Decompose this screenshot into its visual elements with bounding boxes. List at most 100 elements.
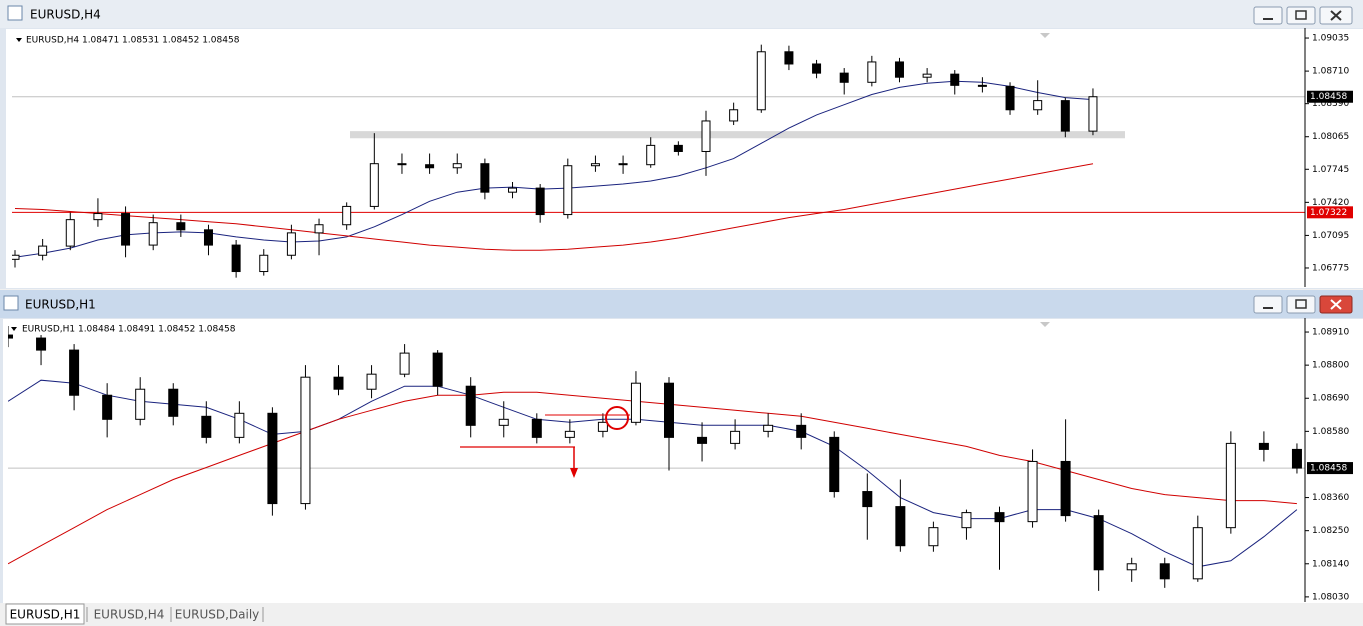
candle-body xyxy=(397,163,407,166)
y-tick-label: 1.07745 xyxy=(1312,165,1349,175)
menu-triangle xyxy=(11,327,17,331)
candle-body xyxy=(646,144,656,166)
window-buttons[interactable] xyxy=(1253,6,1353,25)
title-bar xyxy=(0,0,1363,28)
candle-body xyxy=(300,376,311,505)
candle-body xyxy=(1258,442,1269,450)
tab[interactable] xyxy=(90,604,168,624)
y-tick-label: 1.08690 xyxy=(1312,394,1349,404)
plot xyxy=(8,326,1305,591)
tab-label[interactable]: EURUSD,H4 xyxy=(94,608,165,622)
candle-body xyxy=(895,506,906,547)
candle-body xyxy=(763,424,774,432)
menu-triangle xyxy=(16,38,22,42)
tab[interactable] xyxy=(5,603,85,625)
window-buttons[interactable] xyxy=(1253,295,1353,314)
candle-body xyxy=(1060,100,1070,132)
moving-average xyxy=(8,391,1297,565)
candle-body xyxy=(796,424,807,438)
drawing-objects xyxy=(460,406,630,478)
candle-body xyxy=(784,51,794,65)
minimize-button[interactable] xyxy=(1253,295,1283,314)
restore-button[interactable] xyxy=(1286,295,1316,314)
candle-body xyxy=(38,245,48,256)
candle-body xyxy=(121,213,131,246)
candle-body xyxy=(535,187,545,216)
candle-body xyxy=(922,73,932,78)
candle-body xyxy=(1088,96,1098,132)
shift-marker xyxy=(1040,322,1050,327)
tab[interactable] xyxy=(174,604,260,624)
y-tick-label: 1.08580 xyxy=(1312,427,1349,437)
tab-label[interactable]: EURUSD,H1 xyxy=(10,608,81,622)
candle-body xyxy=(369,163,379,207)
price-label-box xyxy=(1307,206,1353,219)
candle-body xyxy=(333,376,344,390)
candle-body xyxy=(508,187,518,193)
chart-area xyxy=(6,29,1363,288)
candle-body xyxy=(756,51,766,111)
candle-body xyxy=(168,388,179,417)
chart-area xyxy=(3,319,1363,603)
y-tick-label: 1.07420 xyxy=(1312,198,1349,208)
moving-average xyxy=(14,163,1094,251)
y-tick-label: 1.08250 xyxy=(1312,526,1349,536)
candle-body xyxy=(399,352,410,375)
plot xyxy=(12,44,1305,278)
candle-body xyxy=(12,254,20,260)
y-tick-label: 1.08910 xyxy=(1312,328,1349,338)
candle-body xyxy=(829,436,840,493)
candle-body xyxy=(729,109,739,122)
candle-body xyxy=(839,72,849,83)
candle-body xyxy=(231,244,241,273)
candle-body xyxy=(366,373,377,390)
candle-body xyxy=(630,382,641,423)
highlight-circle xyxy=(605,406,629,430)
candle-body xyxy=(8,334,13,339)
y-tick-label: 1.08065 xyxy=(1312,132,1349,142)
candle-body xyxy=(342,205,352,226)
candle-body xyxy=(1291,448,1302,469)
y-tick-label: 1.08030 xyxy=(1312,592,1349,602)
candle-body xyxy=(425,164,435,169)
window-icon xyxy=(7,5,23,21)
candle-body xyxy=(286,232,296,256)
restore-button[interactable] xyxy=(1286,6,1316,25)
candle-body xyxy=(563,165,573,216)
candle-body xyxy=(697,436,708,444)
price-label: 1.07322 xyxy=(1310,208,1347,218)
price-label: 1.08458 xyxy=(1310,464,1347,474)
candle-body xyxy=(1093,515,1104,571)
y-tick-label: 1.08360 xyxy=(1312,493,1349,503)
candle-body xyxy=(961,512,972,529)
candle-body xyxy=(65,219,75,247)
candle-body xyxy=(1159,563,1170,580)
window-icon xyxy=(3,295,19,311)
candle-body xyxy=(432,352,443,387)
candle-body xyxy=(701,120,711,152)
y-tick-label: 1.09035 xyxy=(1312,34,1349,44)
candle-body xyxy=(1126,563,1137,571)
candle-body xyxy=(1033,100,1043,111)
candle-body xyxy=(531,418,542,438)
zone xyxy=(350,131,1125,139)
minimize-button[interactable] xyxy=(1253,6,1283,25)
window-title: EURUSD,H1 xyxy=(25,298,96,312)
candle-body xyxy=(812,63,822,74)
candle-body xyxy=(618,163,628,166)
candle-body xyxy=(730,430,741,444)
candle-body xyxy=(994,512,1005,523)
candle-body xyxy=(259,254,269,273)
candle-body xyxy=(950,73,960,86)
candle-body xyxy=(102,394,113,420)
tab-label[interactable]: EURUSD,Daily xyxy=(175,608,260,622)
candle-body xyxy=(203,229,213,246)
candle-body xyxy=(234,412,245,438)
candle-body xyxy=(498,418,509,426)
tab-bar xyxy=(0,603,1363,626)
candle-body xyxy=(314,224,324,234)
candle-body xyxy=(267,412,278,505)
price-label-box xyxy=(1307,462,1353,475)
candle-body xyxy=(862,491,873,508)
candle-body xyxy=(664,382,674,438)
